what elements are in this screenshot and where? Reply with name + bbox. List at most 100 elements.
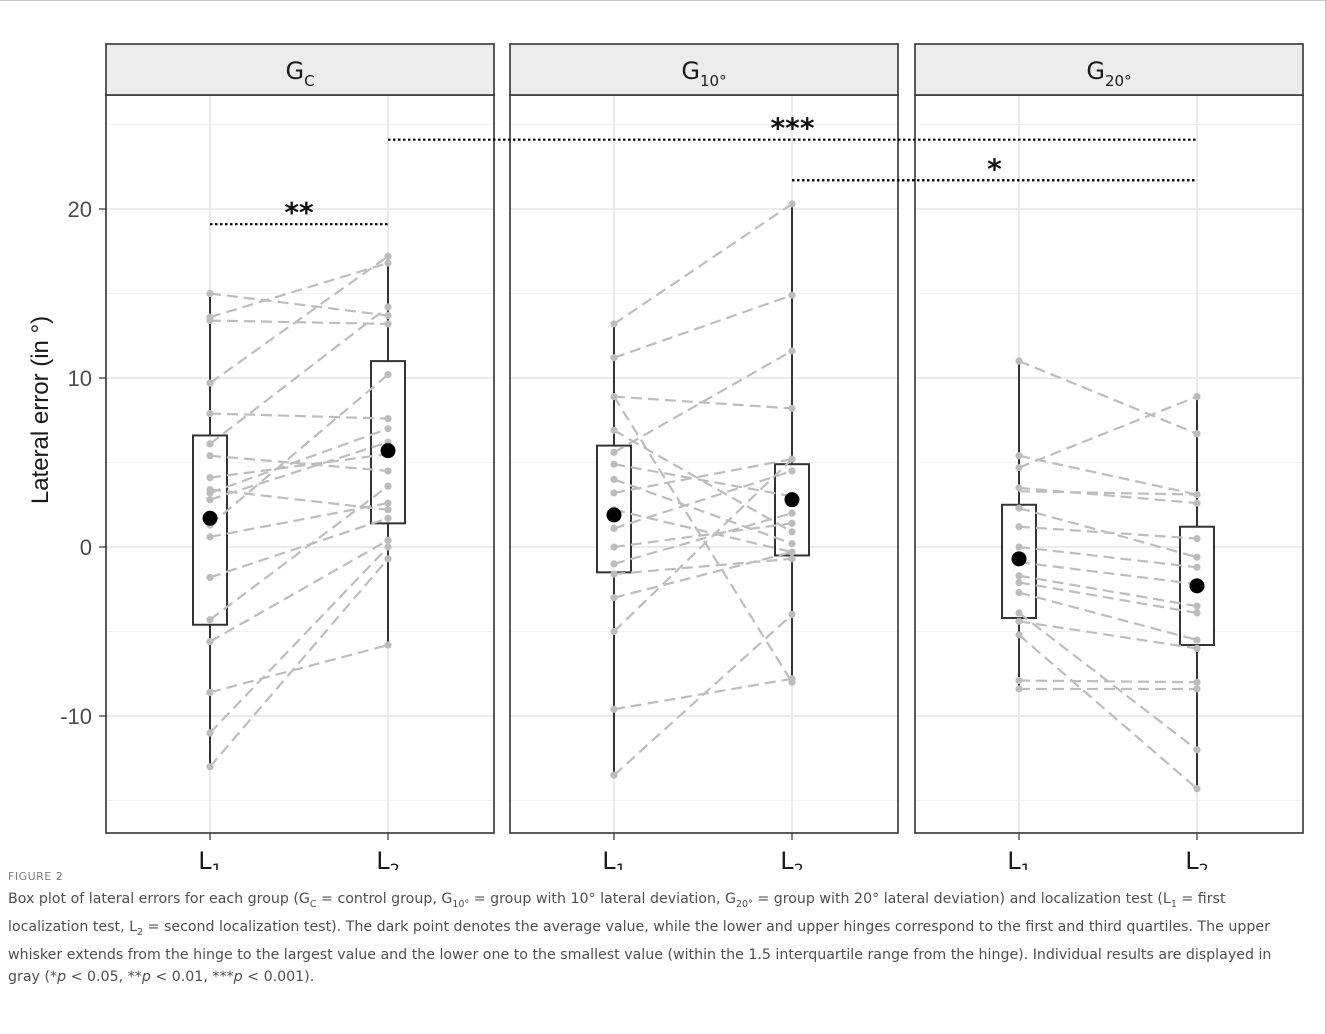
pair-line (613, 396, 793, 683)
mean-point-L2 (784, 492, 800, 508)
facet-strip (914, 43, 1304, 96)
data-point (384, 467, 392, 475)
data-point (206, 763, 214, 771)
data-point (206, 452, 214, 460)
data-point (384, 371, 392, 379)
data-point (206, 289, 214, 298)
data-point (1015, 523, 1023, 531)
figure-label: FIGURE 2 (8, 870, 64, 883)
x-tick-label: L2 (376, 847, 400, 870)
pair-line (1018, 454, 1198, 496)
mean-point-L1 (606, 507, 622, 523)
data-point (788, 678, 796, 686)
pair-line (1018, 486, 1198, 505)
data-point (1193, 746, 1201, 754)
data-point (788, 200, 796, 208)
data-point (1015, 504, 1023, 512)
data-point (1015, 357, 1023, 365)
data-point (1015, 484, 1023, 492)
data-point (1193, 644, 1201, 653)
significance-label: ** (284, 196, 314, 229)
data-point (206, 474, 214, 482)
data-point (1193, 553, 1201, 561)
data-point (1015, 676, 1023, 685)
data-point (384, 252, 392, 260)
pair-line (209, 517, 389, 579)
data-point (610, 705, 618, 713)
data-point (206, 379, 214, 387)
x-tick-label: L2 (780, 847, 804, 870)
pair-line (1018, 395, 1198, 469)
data-point (610, 320, 618, 328)
data-point (384, 482, 392, 490)
data-point (1015, 685, 1023, 693)
pair-line (209, 373, 389, 526)
data-point (384, 320, 392, 328)
data-point (1015, 572, 1023, 580)
data-point (788, 519, 796, 527)
pair-line (209, 546, 389, 734)
y-axis-title: Lateral error (in °) (27, 316, 54, 504)
pair-line (209, 452, 389, 479)
data-point (1193, 563, 1201, 571)
pair-line (1018, 525, 1198, 540)
pair-line (613, 463, 793, 498)
data-point (1193, 609, 1201, 617)
data-point (1193, 499, 1201, 507)
data-point (610, 426, 618, 434)
data-point (206, 440, 214, 448)
data-point (788, 548, 796, 556)
pair-line (1018, 574, 1198, 608)
data-point (788, 540, 796, 548)
data-point (1193, 430, 1201, 438)
data-point (1015, 609, 1023, 617)
y-tick-label: -10 (60, 704, 92, 729)
pair-line (613, 294, 793, 359)
data-point (1015, 452, 1023, 460)
mean-point-L2 (380, 443, 396, 459)
pair-line (209, 454, 389, 473)
data-point (788, 528, 796, 536)
panel-background (915, 95, 1303, 833)
pair-line (1018, 581, 1198, 614)
mean-point-L1 (1011, 551, 1027, 567)
y-tick-label: 20 (68, 197, 92, 222)
pair-line (209, 255, 389, 384)
data-point (206, 729, 214, 737)
x-tick-label: L1 (1007, 847, 1031, 870)
panel-background (510, 95, 898, 833)
facet-strip-label: G20° (1086, 57, 1131, 90)
pair-line (209, 427, 389, 494)
data-point (1193, 636, 1201, 644)
data-point (1015, 589, 1023, 597)
pair-line (209, 306, 389, 445)
facet-strip (509, 43, 899, 96)
data-point (788, 467, 796, 475)
facet-panel-2: G10° L1 L2 (509, 43, 899, 870)
pair-line (209, 488, 389, 511)
data-point (1193, 534, 1201, 543)
pair-line (209, 441, 389, 501)
data-point (206, 489, 214, 497)
data-point (384, 425, 392, 433)
pair-line (613, 557, 793, 576)
data-point (206, 496, 214, 504)
pair-line (209, 262, 389, 319)
data-point (206, 316, 214, 325)
pair-line (1018, 360, 1198, 435)
pair-line (613, 469, 793, 530)
x-tick-label: L1 (198, 847, 222, 870)
pair-line (1018, 634, 1198, 790)
data-point (1015, 463, 1023, 472)
mean-point-L2 (1189, 578, 1205, 594)
pair-line (209, 558, 389, 768)
pair-line (613, 458, 793, 495)
data-point (206, 616, 214, 624)
facet-strip (105, 43, 495, 96)
data-point (610, 475, 618, 483)
data-point (384, 536, 392, 544)
data-point (206, 533, 214, 541)
data-point (788, 509, 796, 517)
data-point (788, 404, 796, 413)
data-point (1015, 543, 1023, 551)
